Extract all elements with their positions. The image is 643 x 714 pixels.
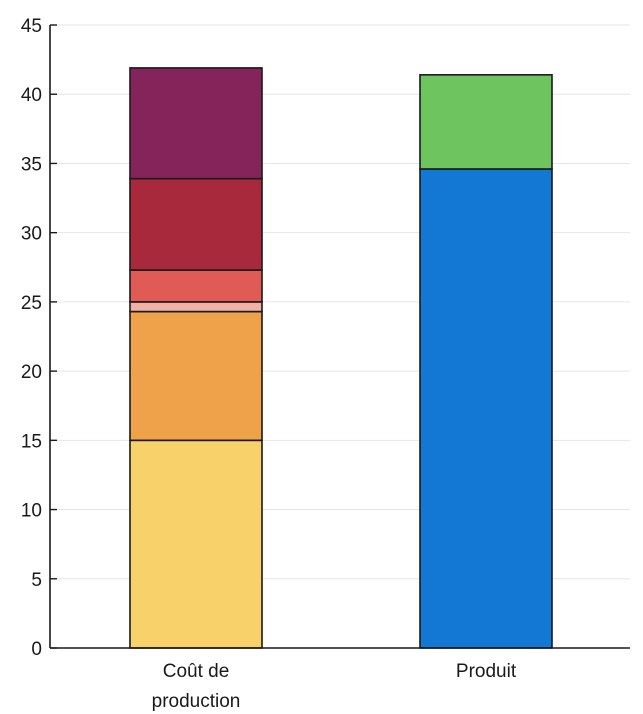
x-tick-label-1-line-1: Coût de: [163, 661, 230, 682]
x-tick-label-1-line-2: production: [152, 691, 241, 712]
x-tick-label-2-line-1: Produit: [456, 661, 517, 682]
y-tick-label-40: 40: [21, 85, 42, 106]
y-tick-label-0: 0: [31, 639, 42, 660]
y-tick-label-5: 5: [31, 570, 42, 591]
bar-segment-1-1: [130, 440, 262, 648]
bar-segment-1-4: [130, 270, 262, 302]
y-tick-label-15: 15: [21, 431, 42, 452]
y-tick-label-45: 45: [21, 16, 42, 37]
bar-segment-2-1: [420, 169, 552, 648]
bars: [130, 68, 552, 648]
y-tick-label-10: 10: [21, 501, 42, 522]
bar-segment-1-5: [130, 179, 262, 270]
y-tick-label-20: 20: [21, 362, 42, 383]
y-tick-label-30: 30: [21, 224, 42, 245]
bar-segment-1-2: [130, 312, 262, 441]
bar-segment-1-3: [130, 302, 262, 312]
bar-segment-1-6: [130, 68, 262, 179]
bar-segment-2-2: [420, 75, 552, 169]
y-tick-label-35: 35: [21, 154, 42, 175]
y-tick-label-25: 25: [21, 293, 42, 314]
